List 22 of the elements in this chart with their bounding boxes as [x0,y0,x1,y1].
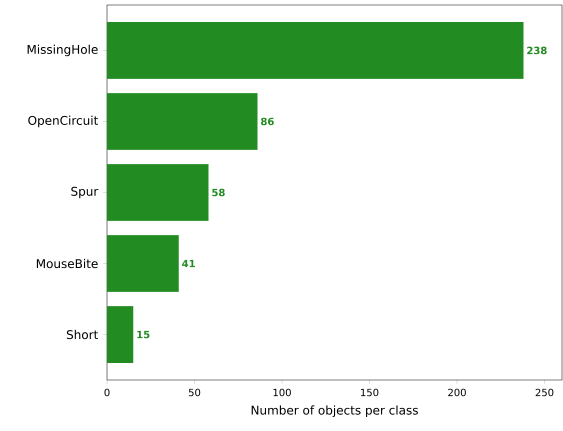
x-tick-label: 0 [104,388,110,396]
x-tick-label: 250 [536,388,554,396]
x-tick-label: 100 [274,388,291,396]
y-tick-label: MissingHole [28,44,98,56]
data-label: 238 [527,46,547,54]
y-tick-label: Short [66,330,98,340]
x-tick-label: 50 [188,388,200,396]
bar [107,22,524,79]
y-tick-label: OpenCircuit [28,116,98,128]
data-label: 58 [212,188,225,196]
bar [107,306,134,363]
x-tick-label: 150 [361,388,378,396]
x-axis-title: Number of objects per class [252,405,418,418]
x-tick-label: 200 [448,388,466,396]
bar [107,164,209,221]
data-label: 86 [261,118,274,126]
data-label: 15 [137,330,150,338]
bar [107,93,258,150]
data-label: 41 [182,260,195,268]
bar [107,235,179,292]
y-tick-label: Spur [71,186,98,198]
y-tick-label: MouseBite [36,258,98,268]
